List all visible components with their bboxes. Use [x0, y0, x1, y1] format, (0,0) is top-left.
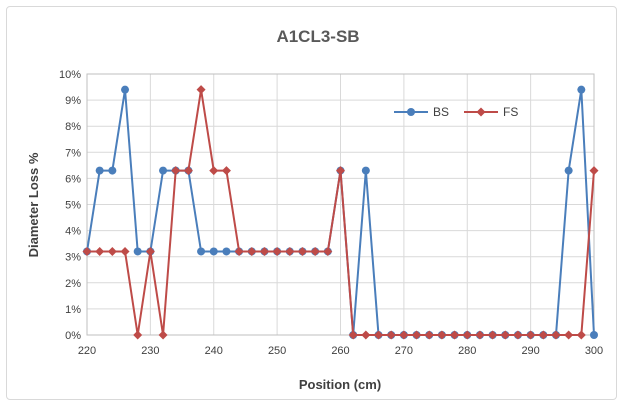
legend-item-fs: FS	[464, 105, 518, 119]
data-point-fs	[221, 166, 231, 176]
data-point-fs	[412, 330, 422, 340]
data-point-fs	[209, 166, 219, 176]
data-point-bs	[197, 247, 206, 256]
x-tick-label: 250	[268, 345, 286, 357]
y-tick-label: 1%	[65, 304, 81, 316]
data-point-fs	[247, 246, 257, 256]
legend-marker-fs	[476, 107, 486, 117]
data-point-fs	[361, 330, 371, 340]
data-point-fs	[386, 330, 396, 340]
data-point-bs	[95, 166, 104, 175]
x-axis-ticks: 220 230 240 250 260 270 280 290 300	[78, 345, 603, 357]
data-point-fs	[272, 246, 282, 256]
data-point-fs	[310, 246, 320, 256]
data-point-bs	[222, 247, 231, 256]
data-point-fs	[234, 246, 244, 256]
data-point-fs	[183, 166, 193, 176]
y-tick-label: 7%	[65, 147, 81, 159]
y-tick-label: 3%	[65, 252, 81, 264]
x-tick-label: 290	[521, 345, 539, 357]
y-tick-label: 8%	[65, 121, 81, 133]
data-point-bs	[108, 166, 117, 175]
data-point-bs	[159, 166, 168, 175]
y-tick-label: 9%	[65, 95, 81, 107]
data-point-fs	[82, 246, 92, 256]
legend-label-fs: FS	[503, 105, 518, 119]
x-tick-label: 280	[458, 345, 476, 357]
data-point-fs	[107, 246, 117, 256]
chart-title: A1CL3-SB	[276, 27, 359, 46]
data-point-fs	[589, 166, 599, 176]
data-point-bs	[577, 85, 586, 94]
data-point-fs	[488, 330, 498, 340]
data-point-fs	[133, 330, 143, 340]
data-point-bs	[564, 166, 573, 175]
data-point-fs	[285, 246, 295, 256]
y-tick-label: 0%	[65, 330, 81, 342]
series-layer	[82, 85, 599, 340]
legend-item-bs: BS	[394, 105, 449, 119]
data-point-fs	[450, 330, 460, 340]
data-point-fs	[297, 246, 307, 256]
data-point-bs	[121, 85, 130, 94]
data-point-fs	[374, 330, 384, 340]
data-point-fs	[323, 246, 333, 256]
data-point-fs	[437, 330, 447, 340]
data-point-fs	[399, 330, 409, 340]
data-point-fs	[171, 166, 181, 176]
data-point-fs	[336, 166, 345, 176]
x-tick-label: 270	[395, 345, 413, 357]
data-point-fs	[500, 330, 510, 340]
data-point-fs	[462, 330, 472, 340]
data-point-fs	[538, 330, 548, 340]
data-point-fs	[196, 85, 206, 95]
data-point-bs	[590, 331, 598, 339]
data-point-fs	[145, 246, 155, 256]
data-point-fs	[564, 330, 574, 340]
series-fs	[82, 85, 599, 340]
x-axis-title: Position (cm)	[299, 377, 381, 392]
y-tick-label: 4%	[65, 226, 81, 238]
x-tick-label: 230	[141, 345, 159, 357]
legend-marker-bs	[407, 108, 415, 116]
data-point-bs	[361, 166, 370, 175]
data-point-fs	[576, 330, 586, 340]
legend: BS FS	[394, 105, 518, 119]
y-tick-label: 10%	[59, 69, 81, 81]
x-tick-label: 220	[78, 345, 96, 357]
plot-area	[86, 73, 595, 336]
data-point-fs	[526, 330, 536, 340]
data-point-fs	[551, 330, 561, 340]
y-tick-label: 6%	[65, 173, 81, 185]
data-point-fs	[158, 330, 168, 340]
x-tick-label: 240	[205, 345, 223, 357]
x-tick-label: 260	[331, 345, 349, 357]
y-tick-label: 5%	[65, 200, 81, 212]
data-point-fs	[120, 246, 130, 256]
y-tick-label: 2%	[65, 278, 81, 290]
data-point-fs	[95, 246, 105, 256]
data-point-bs	[209, 247, 218, 256]
data-point-fs	[424, 330, 434, 340]
data-point-fs	[513, 330, 523, 340]
legend-label-bs: BS	[433, 105, 449, 119]
y-axis-title: Diameter Loss %	[26, 152, 41, 257]
data-point-fs	[259, 246, 269, 256]
y-axis-ticks: 0% 1% 2% 3% 4% 5% 6% 7% 8% 9% 10%	[59, 69, 81, 342]
data-point-fs	[348, 330, 358, 340]
data-point-bs	[133, 247, 142, 256]
x-tick-label: 300	[585, 345, 603, 357]
data-point-fs	[475, 330, 485, 340]
